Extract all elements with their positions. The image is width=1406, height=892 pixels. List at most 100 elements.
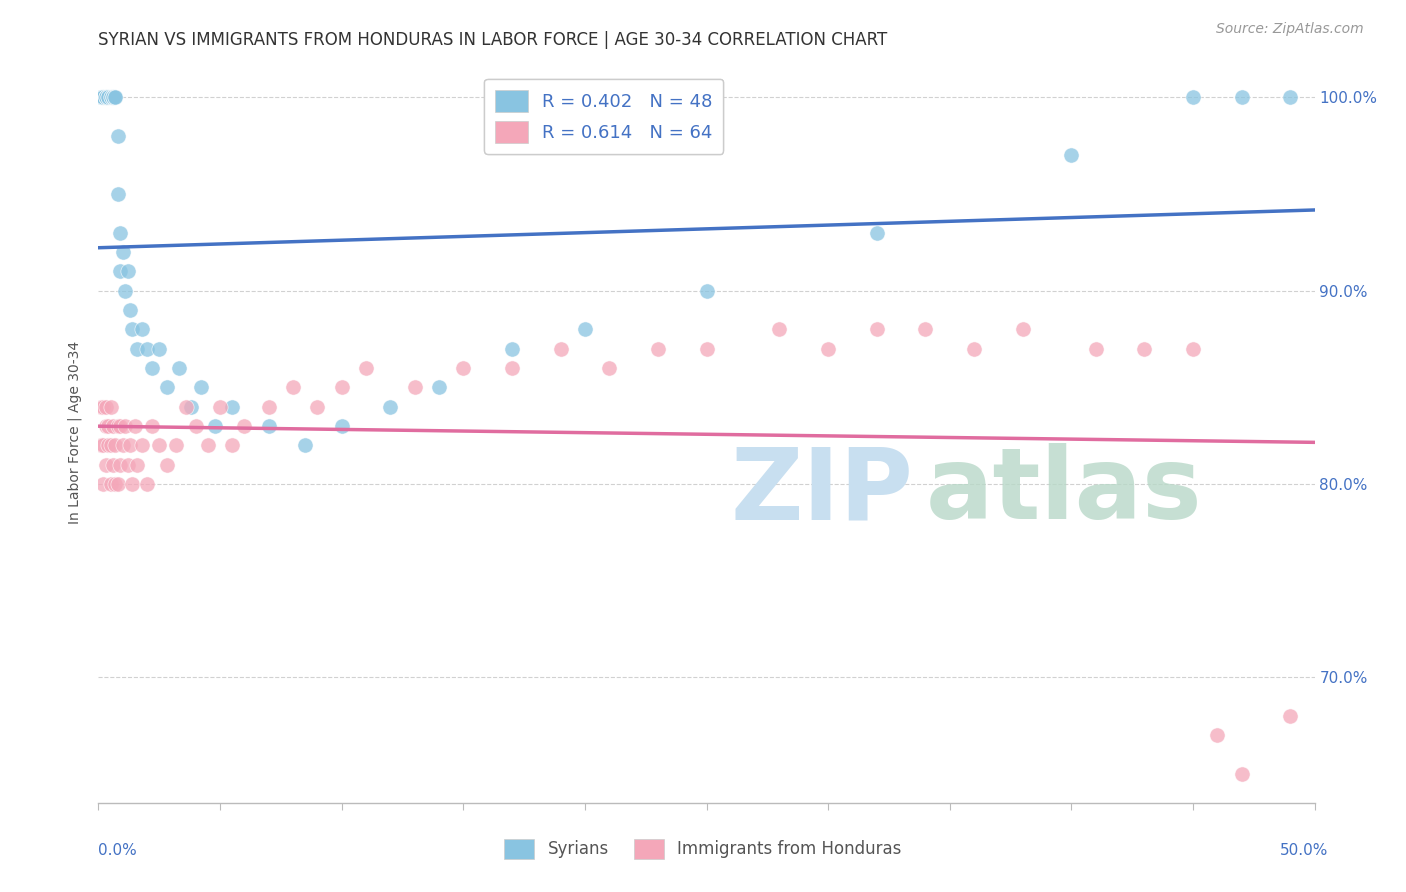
Point [501, 360, 523, 375]
Point [141, 418, 163, 433]
Point [97, 418, 120, 433]
Point [148, 342, 170, 356]
Point [209, 400, 232, 414]
Text: atlas: atlas [925, 443, 1202, 541]
Point [110, 226, 132, 240]
Point [204, 418, 226, 433]
Point [1133, 342, 1156, 356]
Point [866, 226, 889, 240]
Point [598, 360, 620, 375]
Point [100, 476, 122, 491]
Point [257, 418, 280, 433]
Point [221, 400, 243, 414]
Point [110, 264, 132, 278]
Point [696, 284, 718, 298]
Point [107, 418, 129, 433]
Point [307, 400, 329, 414]
Point [1279, 90, 1302, 104]
Point [114, 418, 136, 433]
Point [136, 476, 159, 491]
Point [281, 380, 304, 394]
Point [127, 342, 149, 356]
Point [101, 90, 124, 104]
Point [155, 458, 177, 472]
Point [107, 128, 129, 143]
Point [127, 458, 149, 472]
Point [100, 400, 122, 414]
Point [131, 438, 153, 452]
Point [94, 90, 117, 104]
Point [647, 342, 669, 356]
Point [100, 90, 122, 104]
Point [90, 90, 112, 104]
Point [104, 438, 127, 452]
Point [180, 400, 202, 414]
Text: Source: ZipAtlas.com: Source: ZipAtlas.com [1216, 22, 1364, 37]
Point [817, 342, 839, 356]
Point [330, 418, 353, 433]
Point [118, 302, 141, 317]
Point [167, 360, 190, 375]
Point [190, 380, 212, 394]
Point [574, 322, 596, 336]
Point [197, 438, 219, 452]
Point [257, 400, 280, 414]
Point [141, 360, 163, 375]
Point [963, 342, 986, 356]
Text: 0.0%: 0.0% [98, 843, 138, 858]
Point [90, 400, 112, 414]
Point [354, 360, 377, 375]
Point [165, 438, 187, 452]
Point [1230, 90, 1253, 104]
Legend: R = 0.402   N = 48, R = 0.614   N = 64: R = 0.402 N = 48, R = 0.614 N = 64 [485, 78, 724, 153]
Point [91, 90, 114, 104]
Point [97, 90, 120, 104]
Point [404, 380, 426, 394]
Point [101, 418, 124, 433]
Point [294, 438, 316, 452]
Point [101, 458, 124, 472]
Point [131, 322, 153, 336]
Point [104, 90, 127, 104]
Text: 50.0%: 50.0% [1281, 843, 1329, 858]
Point [866, 322, 889, 336]
Point [330, 380, 353, 394]
Point [117, 458, 139, 472]
Point [101, 90, 124, 104]
Point [233, 418, 256, 433]
Point [110, 418, 132, 433]
Point [91, 90, 114, 104]
Point [696, 342, 718, 356]
Point [107, 186, 129, 201]
Point [121, 476, 143, 491]
Point [114, 284, 136, 298]
Point [118, 438, 141, 452]
Point [221, 438, 243, 452]
Point [1060, 148, 1083, 162]
Point [104, 90, 127, 104]
Point [148, 438, 170, 452]
Point [174, 400, 197, 414]
Point [501, 342, 523, 356]
Point [94, 458, 117, 472]
Point [184, 418, 207, 433]
Point [100, 90, 122, 104]
Point [94, 90, 117, 104]
Text: ZIP: ZIP [731, 443, 914, 541]
Point [107, 476, 129, 491]
Point [453, 360, 475, 375]
Point [110, 458, 132, 472]
Point [97, 438, 120, 452]
Point [90, 438, 112, 452]
Point [1206, 728, 1229, 742]
Point [104, 476, 127, 491]
Point [914, 322, 936, 336]
Point [1182, 342, 1205, 356]
Point [111, 244, 134, 259]
Point [1279, 708, 1302, 723]
Point [768, 322, 790, 336]
Point [101, 90, 124, 104]
Point [91, 476, 114, 491]
Point [94, 90, 117, 104]
Text: SYRIAN VS IMMIGRANTS FROM HONDURAS IN LABOR FORCE | AGE 30-34 CORRELATION CHART: SYRIAN VS IMMIGRANTS FROM HONDURAS IN LA… [98, 31, 887, 49]
